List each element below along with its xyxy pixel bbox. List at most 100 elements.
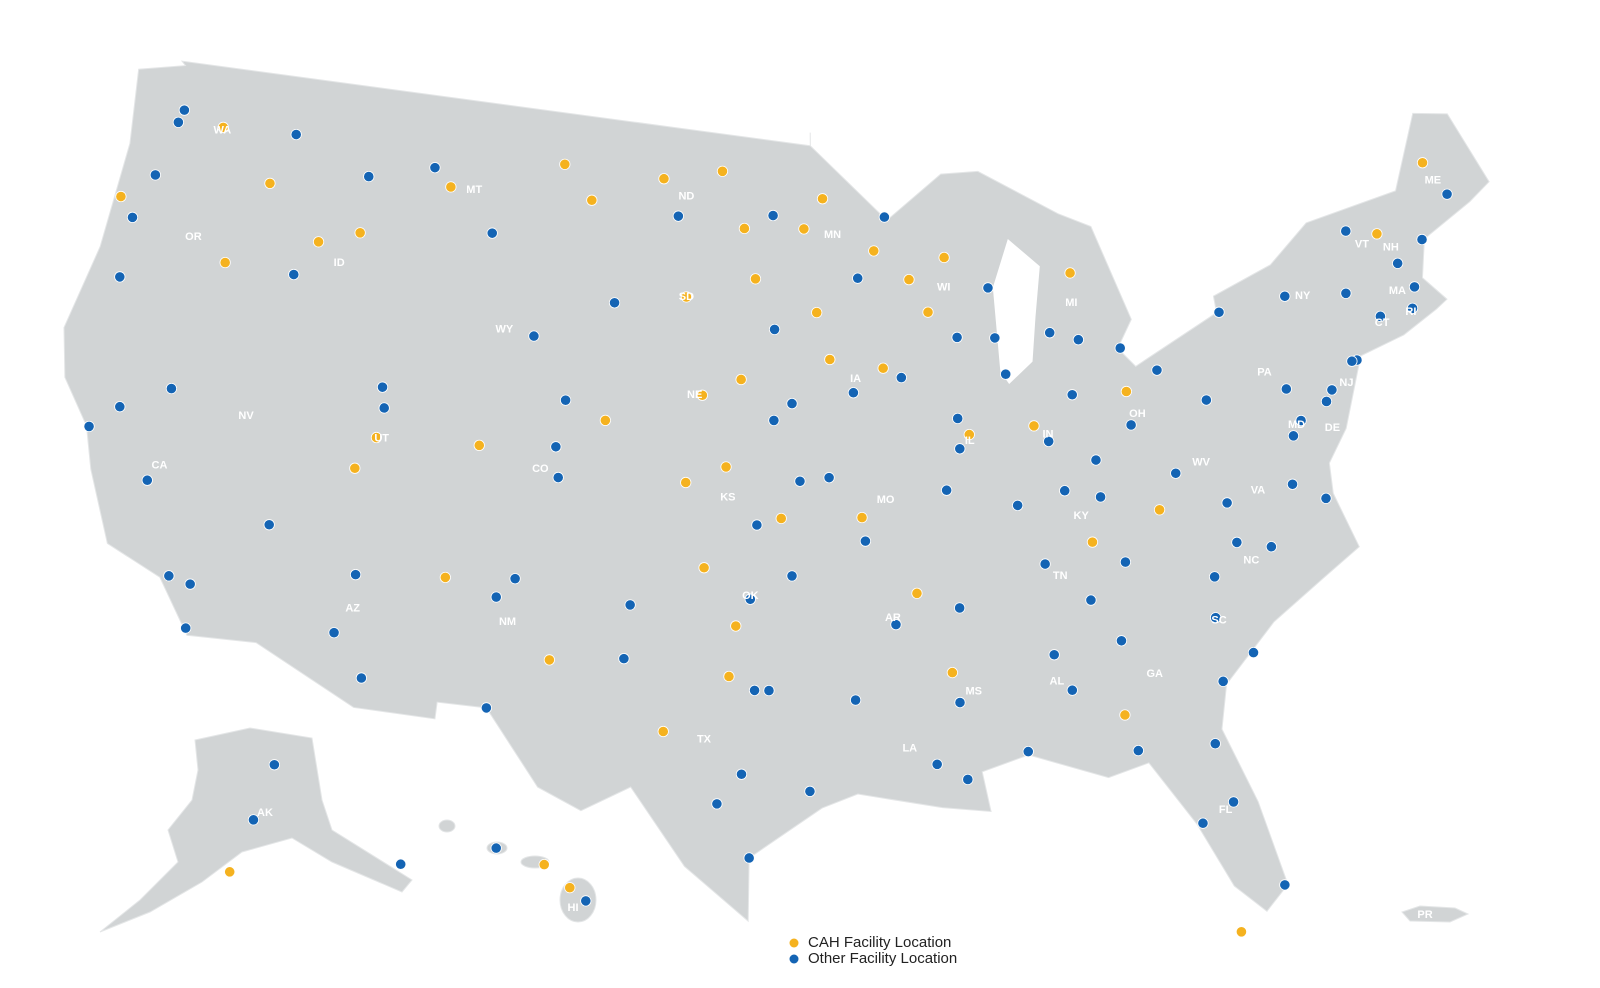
facility-dot xyxy=(720,461,732,473)
facility-dot xyxy=(1416,233,1428,246)
facility-dot xyxy=(355,672,367,684)
facility-dot xyxy=(263,519,275,531)
state-label: CT xyxy=(1375,317,1390,329)
state-label: NC xyxy=(1243,554,1259,566)
facility-dot xyxy=(376,381,389,393)
facility-dot xyxy=(1132,745,1144,757)
state-label: NE xyxy=(687,389,702,401)
facility-dot xyxy=(963,428,975,441)
state-label: PR xyxy=(1417,909,1432,921)
state-label: GA xyxy=(1146,668,1163,680)
state-label: ID xyxy=(334,257,345,269)
state-label: MO xyxy=(877,494,895,506)
state-label: CA xyxy=(152,460,168,472)
facility-dot xyxy=(1039,558,1051,570)
facility-dot xyxy=(115,190,127,203)
facility-dot xyxy=(1085,594,1097,606)
facility-dot xyxy=(114,271,126,283)
state-label: VA xyxy=(1251,485,1266,497)
facility-dot xyxy=(672,210,684,222)
state-label: NJ xyxy=(1339,377,1353,389)
facility-dot xyxy=(748,684,761,697)
state-label: WA xyxy=(214,124,232,136)
facility-dot xyxy=(1086,536,1099,548)
facility-dot xyxy=(696,389,708,401)
facility-dot xyxy=(1280,383,1292,395)
facility-dot xyxy=(395,858,407,870)
state-label: ND xyxy=(678,190,694,202)
facility-dot xyxy=(264,177,276,189)
facility-dot xyxy=(1441,188,1453,200)
facility-dot xyxy=(149,169,161,181)
facility-dot xyxy=(141,474,153,486)
facility-dot xyxy=(763,684,775,697)
facility-dot xyxy=(1247,647,1260,659)
state-label: LA xyxy=(902,743,917,755)
state-label: MT xyxy=(466,184,482,196)
facility-dot xyxy=(1287,430,1300,442)
facility-dot xyxy=(1022,746,1034,758)
state-label: NV xyxy=(238,410,254,422)
facility-dot xyxy=(608,297,621,309)
state-label: AL xyxy=(1050,675,1065,687)
facility-dot xyxy=(1044,327,1056,339)
facility-dot xyxy=(552,471,564,484)
state-label: FL xyxy=(1219,804,1233,816)
facility-dot xyxy=(735,373,747,386)
facility-dot xyxy=(1119,709,1131,721)
facility-dot xyxy=(954,443,966,455)
facility-dot xyxy=(439,571,451,584)
facility-dot xyxy=(723,670,735,683)
facility-dot xyxy=(816,193,829,205)
facility-dot xyxy=(1340,287,1352,299)
facility-dot xyxy=(847,387,859,399)
facility-dot xyxy=(1265,541,1277,553)
facility-dot xyxy=(1295,414,1307,427)
state-label: OK xyxy=(742,590,759,602)
facility-dot xyxy=(349,462,361,474)
facility-dot xyxy=(1114,342,1126,354)
facility-dot xyxy=(126,211,139,223)
facility-dot xyxy=(180,622,192,634)
facility-dot xyxy=(768,323,781,336)
facility-dot xyxy=(895,371,907,384)
facility-dot xyxy=(1028,420,1040,432)
facility-dot xyxy=(217,121,229,133)
facility-dot xyxy=(1374,310,1387,322)
state-label: TN xyxy=(1053,570,1068,582)
facility-dot xyxy=(224,866,236,878)
facility-dot xyxy=(1000,368,1012,380)
facility-dot xyxy=(163,570,175,582)
facility-dot xyxy=(184,578,196,590)
state-label: HI xyxy=(568,902,579,914)
facility-dot xyxy=(1227,796,1240,808)
facility-dot xyxy=(1209,738,1221,750)
facility-dot xyxy=(989,332,1001,344)
facility-dot xyxy=(550,441,562,453)
facility-dot xyxy=(1371,228,1383,240)
facility-dot xyxy=(1094,491,1107,503)
facility-dot xyxy=(288,268,300,281)
facility-dot xyxy=(735,768,748,780)
facility-dot xyxy=(538,858,550,871)
state-label: UT xyxy=(374,432,389,444)
state-label: WI xyxy=(937,282,950,294)
facility-dot xyxy=(1221,497,1233,509)
facility-dot xyxy=(1119,556,1132,568)
facility-dot xyxy=(445,181,457,193)
facility-dot xyxy=(83,420,95,433)
facility-dot xyxy=(1048,649,1060,661)
facility-dot xyxy=(1151,364,1163,376)
facility-dot xyxy=(903,274,915,286)
state-label: SD xyxy=(679,291,694,303)
state-label: AR xyxy=(885,612,901,624)
facility-dot xyxy=(473,439,485,451)
facility-dot xyxy=(370,431,383,444)
facility-dot xyxy=(767,209,779,222)
facility-dot xyxy=(798,223,810,235)
facility-dot xyxy=(922,306,934,318)
state-label: WY xyxy=(496,323,514,335)
facility-dot xyxy=(490,591,502,603)
